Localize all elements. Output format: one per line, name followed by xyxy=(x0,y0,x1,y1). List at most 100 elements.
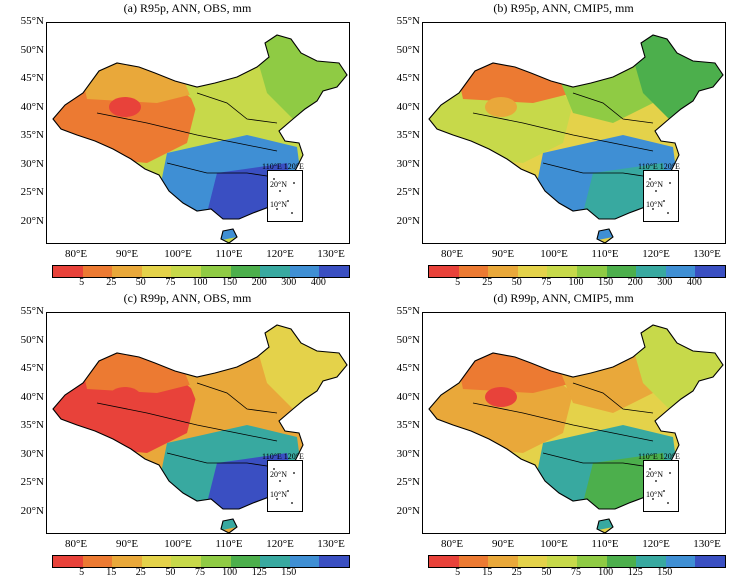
island-dot xyxy=(667,212,669,214)
inset-lat-label: 20°N xyxy=(646,470,663,479)
colorbar xyxy=(428,555,726,568)
lon-tick-label: 90°E xyxy=(491,248,515,260)
colorbar-swatch xyxy=(82,556,113,567)
lon-tick-label: 120°E xyxy=(266,538,294,550)
colorbar-label: 100 xyxy=(598,567,614,578)
colorbar-swatch xyxy=(200,556,231,567)
colorbar-label: 5 xyxy=(455,567,461,578)
lon-tick-label: 130°E xyxy=(317,538,345,550)
country-outline xyxy=(52,34,348,220)
basin-boundary xyxy=(96,402,278,442)
colorbar-label: 75 xyxy=(195,567,205,578)
colorbar-label: 100 xyxy=(192,277,208,288)
basin-boundary xyxy=(96,112,278,152)
colorbar xyxy=(428,265,726,278)
island-dot xyxy=(655,190,657,192)
island-dot xyxy=(279,190,281,192)
island-dot xyxy=(276,498,278,500)
country-outline xyxy=(428,34,724,220)
basin-boundary xyxy=(572,382,654,414)
colorbar-swatch xyxy=(112,556,142,567)
lat-tick-label: 30°N xyxy=(20,447,44,460)
panel-title: (d) R99p, ANN, CMIP5, mm xyxy=(493,291,634,305)
map xyxy=(46,312,350,534)
lon-tick-label: 80°E xyxy=(64,248,88,260)
panel-title: (a) R95p, ANN, OBS, mm xyxy=(123,1,252,15)
colorbar-swatch xyxy=(488,556,518,567)
colorbar-label: 125 xyxy=(251,567,267,578)
colorbar-swatch xyxy=(230,266,261,277)
lat-tick-label: 35°N xyxy=(396,419,420,431)
lat-tick-label: 50°N xyxy=(20,43,44,56)
colorbar-label: 5 xyxy=(455,277,461,288)
colorbar-swatch xyxy=(53,266,83,277)
basin-boundary xyxy=(472,402,654,442)
lat-tick-label: 45°N xyxy=(20,362,44,374)
lat-tick-label: 50°N xyxy=(20,333,44,346)
island-dot xyxy=(649,468,651,470)
colorbar-swatch xyxy=(547,266,577,277)
colorbar-label: 125 xyxy=(627,567,643,578)
colorbar-swatch xyxy=(488,266,518,277)
colorbar-swatch xyxy=(289,556,320,567)
lat-tick-label: 55°N xyxy=(396,305,420,317)
colorbar-label: 100 xyxy=(568,277,584,288)
basin-boundary xyxy=(472,112,654,152)
colorbar-label: 25 xyxy=(135,567,146,578)
lat-tick-label: 45°N xyxy=(396,72,420,84)
colorbar-swatch xyxy=(636,556,666,567)
lat-tick-label: 25°N xyxy=(396,476,420,488)
colorbar xyxy=(52,265,350,278)
colorbar-swatch xyxy=(458,266,489,277)
island-dot xyxy=(655,480,657,482)
colorbar-swatch xyxy=(319,266,349,277)
lon-tick-label: 90°E xyxy=(115,538,139,550)
map-svg xyxy=(428,324,724,533)
colorbar-swatch xyxy=(200,266,231,277)
lon-tick-label: 80°E xyxy=(440,538,464,550)
colorbar-swatch xyxy=(576,556,607,567)
basin-boundary xyxy=(572,92,654,124)
region-blob xyxy=(485,387,517,407)
map-svg xyxy=(52,34,348,243)
lat-tick-label: 55°N xyxy=(396,15,420,27)
hainan-outline xyxy=(220,228,238,243)
colorbar-swatch xyxy=(141,556,172,567)
panel-title: (c) R99p, ANN, OBS, mm xyxy=(123,291,252,305)
colorbar-swatch xyxy=(665,556,696,567)
island-dot xyxy=(652,208,654,210)
inset-lon-label: 110°E 120°E xyxy=(262,452,304,461)
panel-b: (b) R95p, ANN, CMIP5, mm 55°N 50°N 45°N 40°… xyxy=(376,0,751,289)
colorbar-swatch xyxy=(695,266,725,277)
lon-tick-label: 80°E xyxy=(64,538,88,550)
island-dot xyxy=(287,200,289,202)
colorbar-swatch xyxy=(82,266,113,277)
colorbar-swatch xyxy=(606,556,637,567)
lat-tick-label: 55°N xyxy=(20,305,44,317)
lon-tick-label: 90°E xyxy=(115,248,139,260)
colorbar-label: 200 xyxy=(627,277,643,288)
colorbar-swatch xyxy=(171,556,201,567)
map xyxy=(46,22,350,244)
island-dot xyxy=(669,472,671,474)
lat-tick-label: 40°N xyxy=(20,390,44,403)
colorbar-swatch xyxy=(606,266,637,277)
region-blob xyxy=(109,387,141,407)
colorbar-swatch xyxy=(171,266,201,277)
colorbar-swatch xyxy=(429,266,459,277)
panel-a: (a) R95p, ANN, OBS, mm 55°N 50°N 45°N 40°N 3… xyxy=(0,0,375,289)
colorbar-swatch xyxy=(517,266,548,277)
basin-boundary xyxy=(196,92,278,124)
region-northwest xyxy=(77,343,197,393)
south-china-sea-inset: 20°N 10°N xyxy=(643,170,679,222)
lat-tick-label: 25°N xyxy=(20,476,44,488)
colorbar-swatch xyxy=(53,556,83,567)
lon-tick-label: 130°E xyxy=(693,248,721,260)
lon-tick-label: 120°E xyxy=(642,538,670,550)
colorbar-label: 5 xyxy=(79,277,85,288)
region-northwest xyxy=(453,53,573,103)
region-northwest xyxy=(453,343,573,393)
lat-tick-label: 20°N xyxy=(396,504,420,517)
country-outline xyxy=(428,324,724,510)
region-blob xyxy=(485,97,517,117)
